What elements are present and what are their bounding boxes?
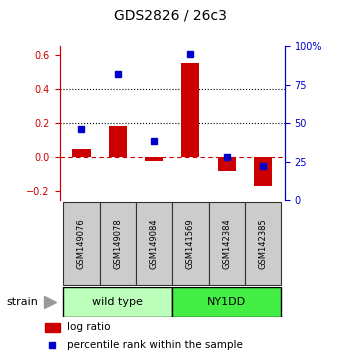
Text: GDS2826 / 26c3: GDS2826 / 26c3 (114, 9, 227, 23)
Text: strain: strain (7, 297, 39, 307)
Text: GSM141569: GSM141569 (186, 218, 195, 269)
Text: GSM142384: GSM142384 (222, 218, 231, 269)
Text: NY1DD: NY1DD (207, 297, 246, 307)
Bar (245, 202, 281, 285)
Bar (172, 287, 281, 317)
Bar (63, 202, 100, 285)
Bar (254, 157, 272, 186)
Bar (218, 157, 236, 171)
Text: GSM149084: GSM149084 (150, 218, 159, 269)
Text: GSM149076: GSM149076 (77, 218, 86, 269)
Bar (63, 287, 172, 317)
Bar (100, 202, 136, 285)
Text: GSM149078: GSM149078 (113, 218, 122, 269)
Bar (72, 149, 90, 157)
Bar (181, 63, 199, 157)
Text: wild type: wild type (92, 297, 143, 307)
Text: percentile rank within the sample: percentile rank within the sample (67, 340, 243, 350)
Bar (136, 202, 172, 285)
Text: GSM142385: GSM142385 (258, 218, 267, 269)
Bar (45, 322, 60, 332)
Text: log ratio: log ratio (67, 322, 110, 332)
Bar (172, 202, 208, 285)
Bar (208, 202, 245, 285)
Bar (109, 126, 127, 157)
Bar (145, 157, 163, 161)
